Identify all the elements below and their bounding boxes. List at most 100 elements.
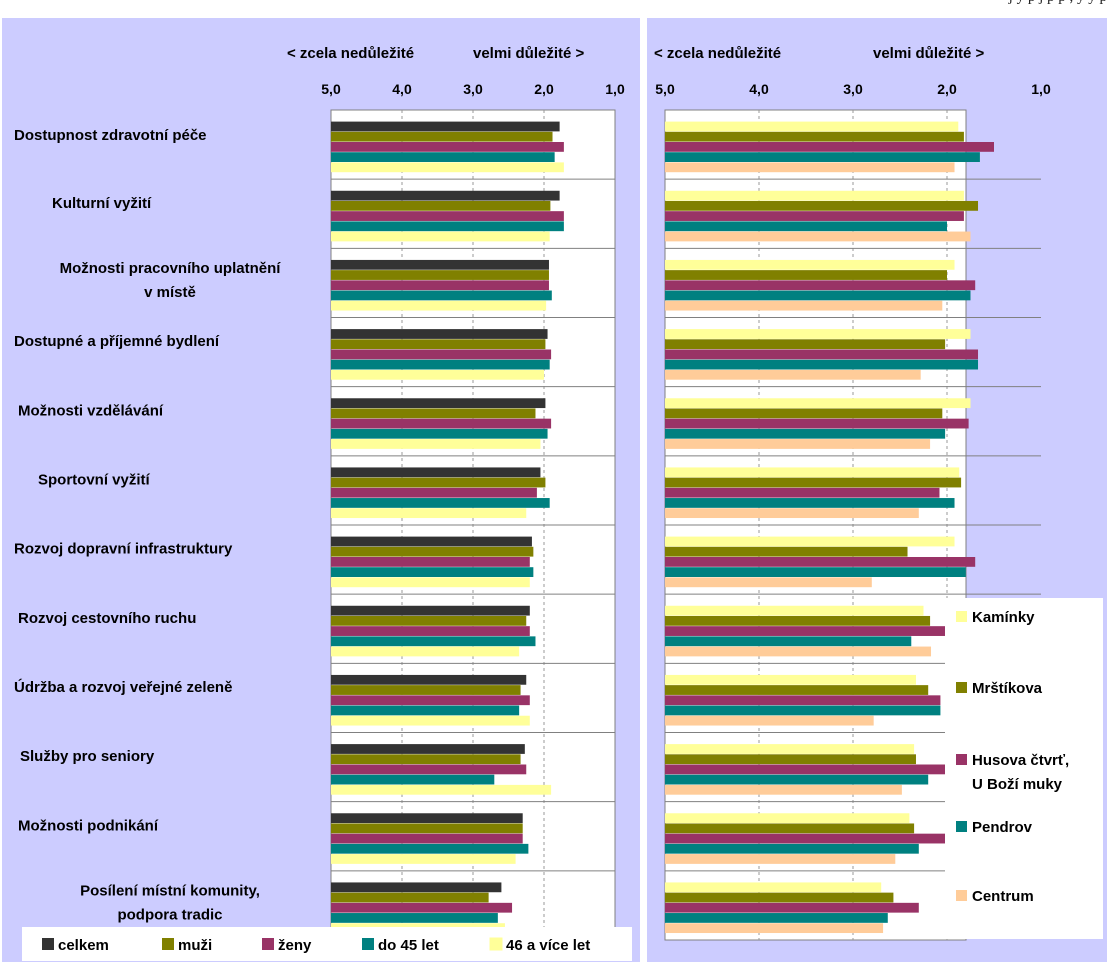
right-bar [665, 695, 941, 706]
right-bar [665, 408, 943, 419]
left-bar [331, 162, 564, 173]
right-bar [665, 200, 979, 211]
right-bar [665, 349, 979, 360]
category-label: Dostupnost zdravotní péče [14, 127, 207, 144]
legend-label: celkem [58, 937, 109, 954]
left-bar [331, 784, 552, 795]
left-bar [331, 705, 520, 716]
right-bar [665, 784, 902, 795]
legend-swatch [362, 938, 374, 950]
left-tick-label: 4,0 [392, 81, 412, 97]
left-bar [331, 813, 523, 824]
left-bar [331, 843, 529, 854]
category-label: Možnosti podnikání [18, 817, 159, 834]
left-bar [331, 498, 550, 508]
right-bar [665, 685, 929, 695]
category-label: Služby pro seniory [20, 748, 155, 765]
left-bar [331, 280, 549, 291]
right-bar [665, 359, 979, 370]
left-bar [331, 398, 546, 409]
left-bar [331, 744, 525, 754]
left-legend [22, 927, 632, 961]
category-label: Sportovní vyžití [38, 471, 151, 488]
left-bar [331, 418, 552, 429]
right-bar [665, 467, 960, 478]
right-bar [665, 231, 971, 242]
right-bar [665, 546, 908, 557]
category-label: Rozvoj dopravní infrastruktury [14, 541, 233, 558]
left-bar [331, 615, 527, 626]
category-label: Kulturní vyžití [52, 195, 152, 212]
right-bar [665, 843, 919, 854]
right-bar [665, 270, 947, 280]
left-bar [331, 715, 530, 726]
right-bar [665, 131, 964, 142]
left-bar [331, 190, 560, 201]
right-bar [665, 646, 932, 657]
legend-swatch [489, 937, 503, 951]
left-bar [331, 290, 552, 301]
right-bar [665, 833, 979, 844]
right-bar [665, 211, 964, 221]
right-bar [665, 152, 980, 162]
left-bar [331, 221, 564, 232]
legend-swatch [956, 890, 967, 901]
left-bar [331, 546, 534, 557]
right-tick-label: 3,0 [843, 81, 863, 97]
left-bar [331, 646, 520, 657]
right-bar [665, 428, 946, 439]
left-bar [331, 487, 537, 498]
right-bar [665, 221, 947, 232]
legend-swatch [956, 821, 967, 832]
right-bar [665, 567, 966, 577]
right-bar [665, 369, 921, 380]
left-tick-label: 2,0 [534, 81, 554, 97]
left-bar [331, 200, 551, 211]
left-tick-label: 1,0 [605, 81, 625, 97]
right-bar [665, 439, 931, 449]
right-bar [665, 290, 971, 301]
left-bar [331, 369, 544, 380]
category-label: Dostupné a příjemné bydlení [14, 333, 220, 350]
right-bar [665, 774, 929, 785]
left-bar [331, 536, 532, 547]
category-label: Údržba a rozvoj veřejné zeleně [14, 678, 232, 696]
left-bar [331, 823, 523, 834]
left-bar [331, 349, 552, 360]
left-scale-high: velmi důležité > [473, 45, 585, 62]
legend-swatch [956, 611, 967, 622]
legend-label: Mrštíkova [972, 680, 1043, 697]
legend-label: Pendrov [972, 819, 1033, 836]
right-bar [665, 913, 888, 923]
right-bar [665, 339, 946, 350]
left-bar [331, 636, 536, 647]
left-bar [331, 754, 521, 765]
left-bar [331, 508, 527, 519]
left-bar [331, 300, 547, 311]
right-bar [665, 823, 915, 834]
right-bar [665, 813, 910, 824]
right-bar [665, 705, 941, 716]
right-tick-label: 5,0 [655, 81, 675, 97]
right-bar [665, 577, 872, 588]
right-scale-low: < zcela nedůležité [654, 45, 781, 62]
left-bar [331, 428, 548, 439]
left-tick-label: 5,0 [321, 81, 341, 97]
left-bar [331, 477, 546, 488]
left-bar [331, 774, 495, 785]
legend-swatch [956, 682, 967, 693]
legend-label: Husova čtvrť, U Boží muky [972, 752, 1069, 793]
right-bar [665, 300, 943, 311]
right-bar [665, 626, 947, 636]
category-label: Posílení místní komunity, podpora tradic [80, 882, 260, 923]
left-bar [331, 577, 530, 588]
left-bar [331, 626, 530, 636]
right-bar [665, 674, 916, 685]
legend-label: muži [178, 937, 212, 954]
right-bar [665, 854, 896, 864]
left-bar [331, 764, 527, 775]
left-bar [331, 892, 489, 903]
right-tick-label: 2,0 [937, 81, 957, 97]
right-bar [665, 162, 955, 173]
